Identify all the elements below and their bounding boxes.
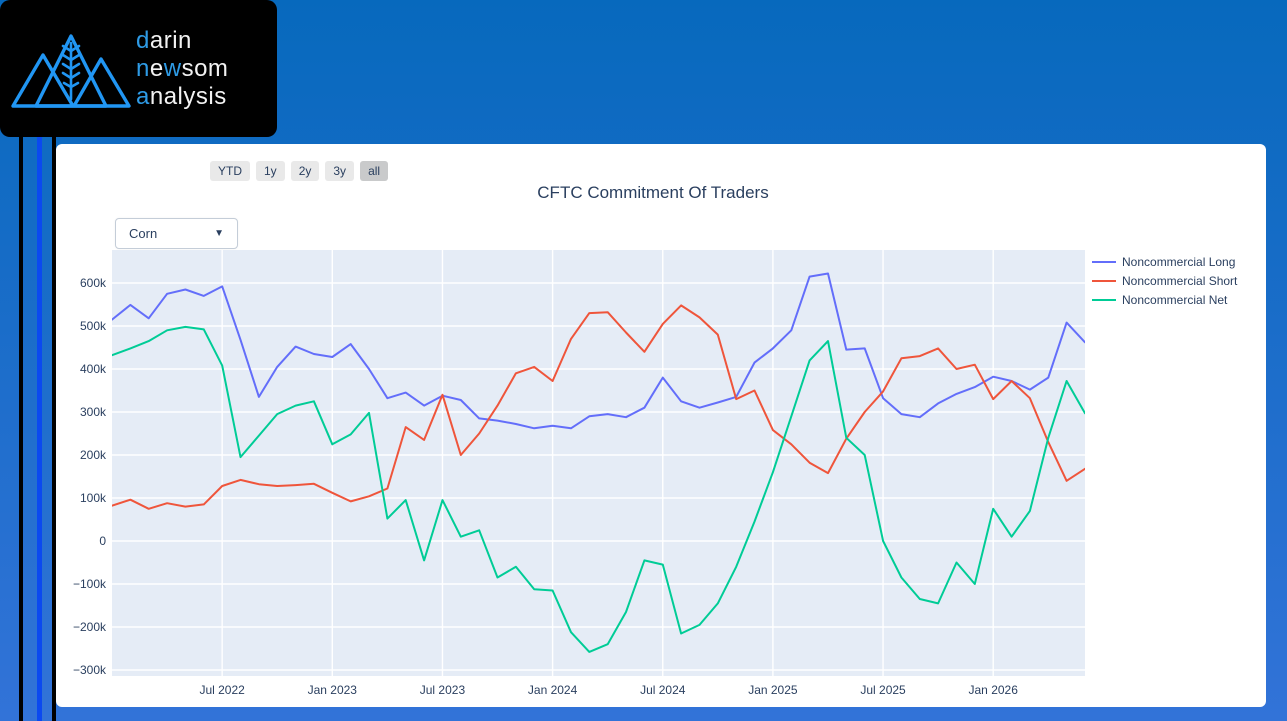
brand-logo: darin newsom analysis [0, 0, 277, 137]
series-line-noncommercial-net [112, 325, 1085, 653]
series-line-noncommercial-long [112, 272, 1085, 430]
y-tick-label: 500k [79, 319, 106, 333]
y-tick-label: 0 [99, 534, 106, 548]
left-divider-stripe-2 [52, 0, 56, 721]
legend-item-noncommercial-short[interactable]: Noncommercial Short [1092, 271, 1237, 290]
legend-line-swatch [1092, 298, 1116, 301]
chart-canvas [112, 250, 1085, 676]
left-accent-stripe [37, 0, 42, 721]
x-tick-label: Jul 2023 [419, 683, 466, 697]
x-tick-label: Jan 2026 [968, 683, 1018, 697]
commodity-dropdown[interactable]: Corn ▼ [115, 218, 238, 249]
range-button-3y[interactable]: 3y [325, 161, 355, 181]
range-button-ytd[interactable]: YTD [210, 161, 250, 181]
legend-item-noncommercial-long[interactable]: Noncommercial Long [1092, 252, 1237, 271]
x-tick-label: Jul 2024 [640, 683, 686, 697]
y-tick-label: −100k [72, 577, 106, 591]
x-tick-label: Jul 2022 [199, 683, 245, 697]
y-tick-label: 600k [79, 276, 106, 290]
y-tick-label: 300k [79, 405, 106, 419]
brand-wordmark-line: newsom [136, 54, 229, 82]
legend-item-noncommercial-net[interactable]: Noncommercial Net [1092, 290, 1237, 309]
legend-line-swatch [1092, 260, 1116, 263]
legend-label: Noncommercial Short [1122, 273, 1238, 288]
x-tick-label: Jan 2023 [307, 683, 357, 697]
range-button-2y[interactable]: 2y [290, 161, 320, 181]
y-tick-label: 100k [79, 491, 106, 505]
legend-label: Noncommercial Net [1122, 292, 1228, 307]
legend-label: Noncommercial Long [1122, 254, 1236, 269]
chart-card: YTD 1y 2y 3y all CFTC Commitment Of Traders … [56, 144, 1266, 707]
range-selector: YTD 1y 2y 3y all [210, 161, 389, 181]
x-tick-label: Jan 2025 [748, 683, 798, 697]
range-button-1y[interactable]: 1y [256, 161, 285, 181]
y-tick-label: −300k [72, 663, 106, 677]
plot-area[interactable] [112, 250, 1085, 676]
left-divider-stripe-1 [19, 0, 23, 721]
range-button-all[interactable]: all [360, 161, 389, 181]
brand-wordmark: darin newsom analysis [136, 27, 228, 111]
x-tick-label: Jul 2025 [860, 683, 906, 697]
legend-line-swatch [1092, 279, 1116, 282]
mountains-wheat-icon [11, 33, 131, 108]
x-tick-label: Jan 2024 [527, 683, 578, 697]
series-line-noncommercial-short [112, 304, 1085, 510]
y-tick-label: 400k [79, 362, 106, 376]
brand-wordmark-line: analysis [136, 82, 227, 110]
chart-title: CFTC Commitment Of Traders [537, 183, 769, 202]
commodity-dropdown-value: Corn [129, 226, 158, 241]
chevron-down-icon: ▼ [214, 228, 224, 239]
legend: Noncommercial Long Noncommercial Short Non… [1092, 252, 1237, 309]
y-tick-label: 200k [79, 448, 106, 462]
brand-wordmark-line: darin [136, 26, 192, 54]
y-tick-label: −200k [72, 620, 106, 634]
